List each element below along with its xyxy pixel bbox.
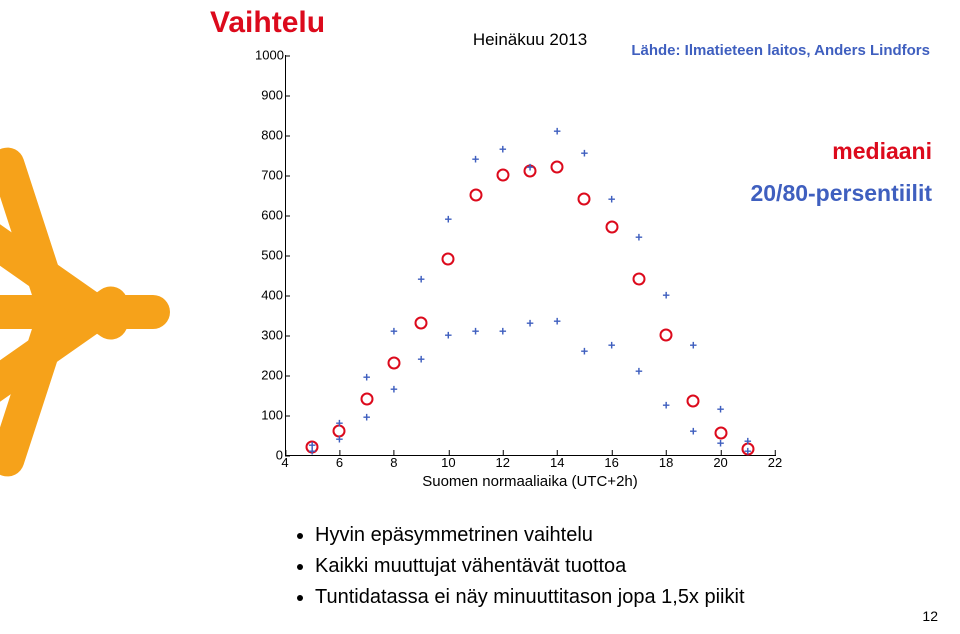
- p20-point: +: [581, 345, 589, 358]
- x-tick: 18: [659, 455, 673, 470]
- bullet-item: Kaikki muuttujat vähentävät tuottoa: [315, 551, 745, 582]
- y-tick: 0: [255, 448, 283, 463]
- plot-area: [285, 55, 776, 456]
- x-tick: 10: [441, 455, 455, 470]
- y-tick: 900: [255, 88, 283, 103]
- p20-point: +: [608, 339, 616, 352]
- y-tick: 400: [255, 288, 283, 303]
- p20-point: +: [717, 437, 725, 450]
- x-tick: 16: [604, 455, 618, 470]
- median-point: [496, 169, 509, 182]
- x-tick: 8: [390, 455, 397, 470]
- p80-point: +: [417, 273, 425, 286]
- p20-point: +: [417, 353, 425, 366]
- p80-point: +: [717, 403, 725, 416]
- median-point: [578, 193, 591, 206]
- x-axis-label: Suomen normaaliaika (UTC+2h): [285, 473, 775, 490]
- bullet-item: Tuntidatassa ei näy minuuttitason jopa 1…: [315, 582, 745, 613]
- median-point: [387, 357, 400, 370]
- y-tick: 100: [255, 408, 283, 423]
- p80-point: +: [363, 371, 371, 384]
- p20-point: +: [635, 365, 643, 378]
- median-point: [632, 273, 645, 286]
- p20-point: +: [526, 317, 534, 330]
- y-axis-label: Auringonsateily (W/m2): [215, 0, 235, 55]
- p80-point: +: [336, 417, 344, 430]
- p80-point: +: [608, 193, 616, 206]
- y-tick: 800: [255, 128, 283, 143]
- median-point: [415, 317, 428, 330]
- p20-point: +: [445, 329, 453, 342]
- page-number: 12: [922, 608, 938, 624]
- p20-point: +: [553, 315, 561, 328]
- median-point: [360, 393, 373, 406]
- p20-point: +: [336, 433, 344, 446]
- x-tick: 12: [496, 455, 510, 470]
- bullet-list: Hyvin epäsymmetrinen vaihteluKaikki muut…: [275, 520, 745, 613]
- chart-title: Heinäkuu 2013: [285, 30, 775, 50]
- p80-point: +: [499, 143, 507, 156]
- y-tick: 600: [255, 208, 283, 223]
- x-tick: 6: [336, 455, 343, 470]
- median-point: [551, 161, 564, 174]
- p80-point: +: [635, 231, 643, 244]
- y-tick: 500: [255, 248, 283, 263]
- p80-point: +: [445, 213, 453, 226]
- p80-point: +: [553, 125, 561, 138]
- y-tick: 700: [255, 168, 283, 183]
- brand-shape: [0, 235, 210, 435]
- p20-point: +: [690, 425, 698, 438]
- p80-point: +: [526, 161, 534, 174]
- p20-point: +: [390, 383, 398, 396]
- x-tick: 20: [713, 455, 727, 470]
- chart: Heinäkuu 2013 Auringonsateily (W/m2) Suo…: [225, 35, 795, 495]
- p80-point: +: [308, 439, 316, 452]
- x-tick: 14: [550, 455, 564, 470]
- p80-point: +: [581, 147, 589, 160]
- p80-point: +: [472, 153, 480, 166]
- y-tick: 200: [255, 368, 283, 383]
- p20-point: +: [472, 325, 480, 338]
- p80-point: +: [690, 339, 698, 352]
- p20-point: +: [662, 399, 670, 412]
- y-tick: 1000: [255, 48, 283, 63]
- median-point: [660, 329, 673, 342]
- legend-mediaani: mediaani: [832, 138, 932, 165]
- p20-point: +: [499, 325, 507, 338]
- median-point: [469, 189, 482, 202]
- median-point: [442, 253, 455, 266]
- p80-point: +: [390, 325, 398, 338]
- p80-point: +: [744, 435, 752, 448]
- median-point: [605, 221, 618, 234]
- y-tick: 300: [255, 328, 283, 343]
- bullet-item: Hyvin epäsymmetrinen vaihtelu: [315, 520, 745, 551]
- x-tick: 22: [768, 455, 782, 470]
- median-point: [687, 395, 700, 408]
- p20-point: +: [363, 411, 371, 424]
- p80-point: +: [662, 289, 670, 302]
